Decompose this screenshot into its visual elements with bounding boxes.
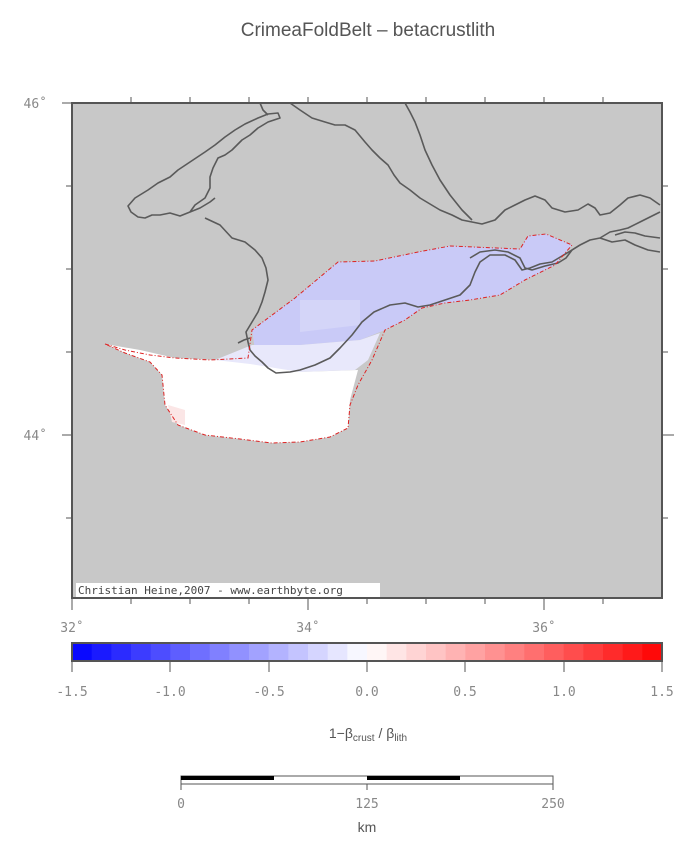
colorbar-cell	[406, 643, 427, 661]
colorbar-cells	[72, 643, 663, 661]
colorbar-cell	[209, 643, 230, 661]
colorbar-cell	[445, 643, 466, 661]
colorbar-cell	[288, 643, 309, 661]
basin-zone-middle	[210, 333, 380, 372]
lat-label-46: 46˚	[24, 96, 47, 112]
colorbar-cell	[485, 643, 506, 661]
basin-boundary	[104, 233, 573, 444]
lat-label-44: 44˚	[24, 428, 47, 444]
colorbar-cell	[150, 643, 171, 661]
coastlines	[127, 102, 661, 374]
colorbar-cell	[563, 643, 584, 661]
colorbar-cell	[426, 643, 447, 661]
colorbar-tick-10: 1.0	[552, 685, 575, 700]
scale-bar-segment-3	[367, 776, 460, 780]
colorbar-cell	[583, 643, 604, 661]
scale-tick-0: 0	[177, 797, 185, 812]
colorbar-tick-15: 1.5	[650, 685, 673, 700]
colorbar-cell	[524, 643, 545, 661]
colorbar-cell	[465, 643, 486, 661]
scale-bar: 0 125 250 km	[177, 775, 565, 835]
map-title: CrimeaFoldBelt – betacrustlith	[241, 20, 496, 41]
colorbar-cell	[327, 643, 348, 661]
colorbar-cell	[347, 643, 368, 661]
colorbar-cell	[249, 643, 270, 661]
basin-zone-upper-inner	[300, 300, 360, 332]
colorbar-cell	[544, 643, 565, 661]
colorbar-cell	[308, 643, 329, 661]
kerch-peninsula	[469, 244, 581, 271]
colorbar-tick-05: 0.5	[453, 685, 476, 700]
scale-bar-segment-1	[181, 776, 274, 780]
colorbar-cell	[91, 643, 112, 661]
lon-label-32: 32˚	[60, 620, 83, 636]
scale-tick-250: 250	[541, 797, 564, 812]
azov-coastline	[259, 102, 661, 225]
colorbar-cell	[622, 643, 643, 661]
colorbar-cell	[268, 643, 289, 661]
credit-text: Christian Heine,2007 - www.earthbyte.org	[78, 584, 343, 597]
map-panel: 46˚ 44˚ 32˚ 34˚ 36˚ Christian Heine,2007…	[24, 96, 674, 636]
basin-fill	[105, 234, 572, 443]
colorbar-tick-00: 0.0	[355, 685, 378, 700]
colorbar-cell	[386, 643, 407, 661]
colorbar-label: 1−βcrust / βlith	[329, 725, 407, 744]
colorbar-cell	[190, 643, 211, 661]
tarkhankut-spit	[237, 337, 251, 344]
colorbar-cell	[170, 643, 191, 661]
colorbar-cell	[229, 643, 250, 661]
basin-zone-pink	[168, 405, 185, 425]
basin-zone-south	[105, 344, 358, 443]
colorbar: -1.5 -1.0 -0.5 0.0 0.5 1.0 1.5 1−βcrust …	[56, 642, 674, 744]
taman-coast	[599, 231, 661, 253]
colorbar-tick-m10: -1.0	[154, 685, 185, 700]
credit-background	[76, 583, 380, 597]
colorbar-cell	[504, 643, 525, 661]
colorbar-cell	[111, 643, 132, 661]
lon-label-34: 34˚	[296, 620, 319, 636]
crimea-coastline	[127, 112, 281, 219]
colorbar-cell	[72, 643, 93, 661]
colorbar-cell	[131, 643, 152, 661]
colorbar-cell	[642, 643, 663, 661]
lon-label-36: 36˚	[532, 620, 555, 636]
colorbar-cell	[367, 643, 388, 661]
scale-unit: km	[358, 819, 377, 835]
map-ticks	[62, 97, 674, 610]
colorbar-tick-m05: -0.5	[253, 685, 284, 700]
scale-tick-125: 125	[355, 797, 378, 812]
colorbar-ticks	[71, 661, 663, 672]
colorbar-cell	[603, 643, 624, 661]
arabat-spit	[404, 102, 473, 221]
colorbar-tick-m15: -1.5	[56, 685, 87, 700]
